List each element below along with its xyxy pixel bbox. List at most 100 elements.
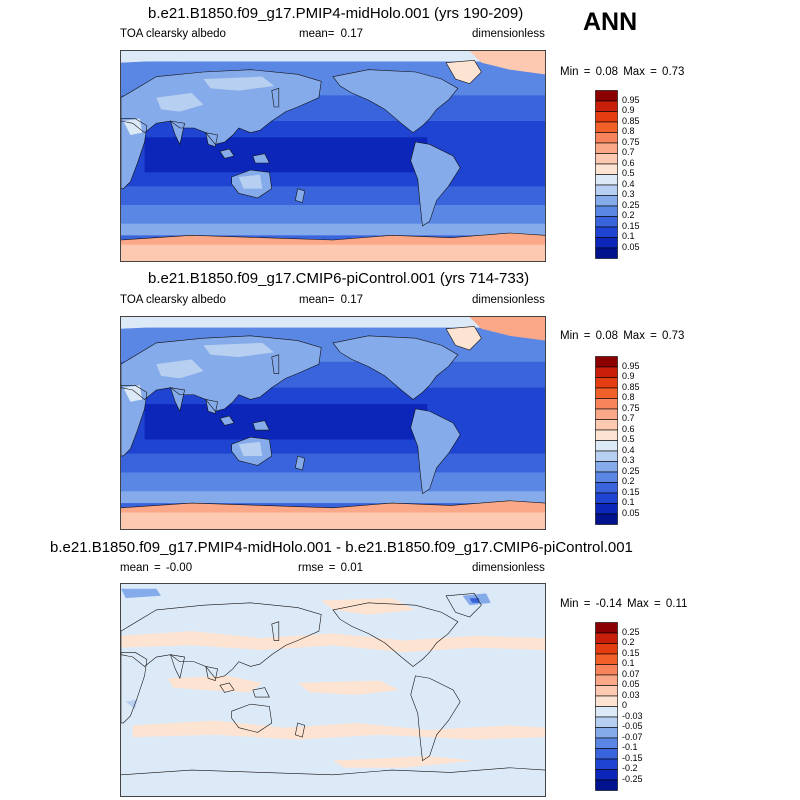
colorbar-swatch [595, 492, 618, 504]
land-area [121, 385, 147, 456]
coastline [410, 141, 461, 227]
land-area [333, 335, 458, 400]
colorbar-tick-label: 0.95 [622, 94, 640, 105]
colorbar-tick-label: 0.05 [622, 679, 640, 689]
panel-3-units-label: dimensionless [472, 562, 545, 574]
desert-patch [156, 93, 204, 112]
colorbar-swatch [595, 748, 618, 760]
arctic-band [121, 51, 545, 62]
map-svg [121, 51, 545, 261]
snow-patch [203, 76, 275, 91]
desert-patch [123, 118, 143, 135]
panel-1-units-label: dimensionless [472, 28, 545, 40]
colorbar-tick-label: 0.1 [622, 231, 635, 241]
colorbar-swatch [595, 622, 618, 634]
colorbar-tick-label: 0.15 [622, 647, 640, 658]
coastline [170, 387, 185, 413]
panel-2-minmax: Min = 0.08 Max = 0.73 [560, 330, 685, 342]
diff-positive-region [297, 680, 399, 695]
colorbar-tick-label: 0.1 [622, 658, 635, 668]
land-area [333, 69, 458, 133]
colorbar-tick-label: 0.3 [622, 455, 635, 465]
diff-negative-region [469, 598, 480, 603]
diff-positive-region [168, 675, 263, 693]
colorbar-tick-label: 0.4 [622, 178, 635, 189]
coastline [205, 399, 218, 414]
colorbar-tick-label: 0.9 [622, 371, 635, 381]
colorbar-swatch [595, 237, 618, 249]
colorbar-swatch [595, 132, 618, 144]
ocean-band [121, 223, 545, 236]
arctic-ice [121, 317, 192, 329]
colorbar-swatch [595, 153, 618, 165]
coastline [170, 120, 185, 146]
colorbar-tick-label: 0.15 [622, 486, 640, 497]
panel-3-colorbar: 0.25 0.2 0.15 0.1 0.07 0.05 0.03 0 -0.03 -0.05 -0.… [595, 622, 675, 791]
colorbar-tick-label: 0.85 [622, 115, 640, 126]
colorbar-swatch [595, 503, 618, 515]
panel-1-minmax: Min = 0.08 Max = 0.73 [560, 66, 685, 78]
colorbar-swatch [595, 450, 618, 462]
land-area [410, 408, 461, 494]
coastline [121, 118, 148, 189]
desert-patch [238, 441, 263, 456]
coastline [121, 385, 148, 457]
colorbar-swatch [595, 695, 618, 707]
colorbar-swatch [595, 247, 618, 259]
colorbar-tick-label: 0.8 [622, 126, 635, 136]
colorbar-swatch [595, 387, 618, 399]
coastline [332, 335, 459, 400]
land-area [121, 118, 147, 189]
panel-3-mean-label: mean = -0.00 [120, 562, 193, 574]
panel-2-variable-label: TOA clearsky albedo [120, 294, 226, 306]
colorbar-swatch [595, 664, 618, 676]
colorbar-swatch [595, 513, 618, 525]
colorbar-tick-label: -0.1 [622, 742, 638, 752]
colorbar-swatch [595, 174, 618, 186]
panel-1-map [120, 50, 546, 262]
ocean-band [121, 491, 545, 504]
coastline [332, 69, 459, 134]
colorbar-swatch [595, 482, 618, 494]
colorbar-swatch [595, 758, 618, 770]
diff-positive-region [132, 720, 545, 740]
colorbar-swatch [595, 408, 618, 420]
colorbar-swatch [595, 111, 618, 123]
colorbar-tick-label: 0.2 [622, 210, 635, 220]
panel-3-rmse-label: rmse = 0.01 [298, 562, 364, 574]
panel-2-colorbar: 0.95 0.9 0.85 0.8 0.75 0.7 0.6 0.5 0.4 0.3 0.25 0.2… [595, 356, 675, 525]
colorbar-swatch [595, 121, 618, 133]
colorbar-tick-label: 0.7 [622, 413, 635, 423]
land-area [121, 69, 322, 145]
colorbar-tick-label: 0.1 [622, 497, 635, 507]
map-svg [121, 584, 545, 796]
colorbar-swatch [595, 653, 618, 665]
colorbar-tick-label: 0 [622, 700, 628, 710]
colorbar-tick-label: 0.9 [622, 105, 635, 115]
colorbar-tick-label: 0.2 [622, 637, 635, 647]
panel-2-title: b.e21.B1850.f09_g17.CMIP6-piControl.001 … [148, 270, 530, 287]
colorbar-swatch [595, 205, 618, 217]
coastline [445, 593, 482, 618]
colorbar-tick-label: 0.8 [622, 392, 635, 402]
antarctica-interior [121, 512, 545, 529]
panel-2-units-label: dimensionless [472, 294, 545, 306]
land-area [410, 142, 461, 226]
panel-2-map [120, 316, 546, 530]
colorbar-swatch [595, 398, 618, 410]
land-area [121, 335, 322, 412]
arctic-ice [469, 317, 545, 341]
colorbar-tick-label: -0.05 [622, 721, 643, 731]
coastline [231, 703, 273, 733]
colorbar-swatch [595, 226, 618, 238]
colorbar-swatch [595, 356, 618, 368]
colorbar-tick-label: 0.05 [622, 507, 640, 518]
colorbar-swatch [595, 716, 618, 728]
colorbar-swatch [595, 419, 618, 431]
coastline [219, 354, 306, 471]
colorbar-tick-label: 0.25 [622, 626, 640, 637]
colorbar-tick-label: 0.5 [622, 168, 635, 178]
colorbar-tick-label: -0.15 [622, 752, 643, 763]
colorbar-tick-label: 0.07 [622, 668, 640, 679]
colorbar-swatch [595, 471, 618, 483]
